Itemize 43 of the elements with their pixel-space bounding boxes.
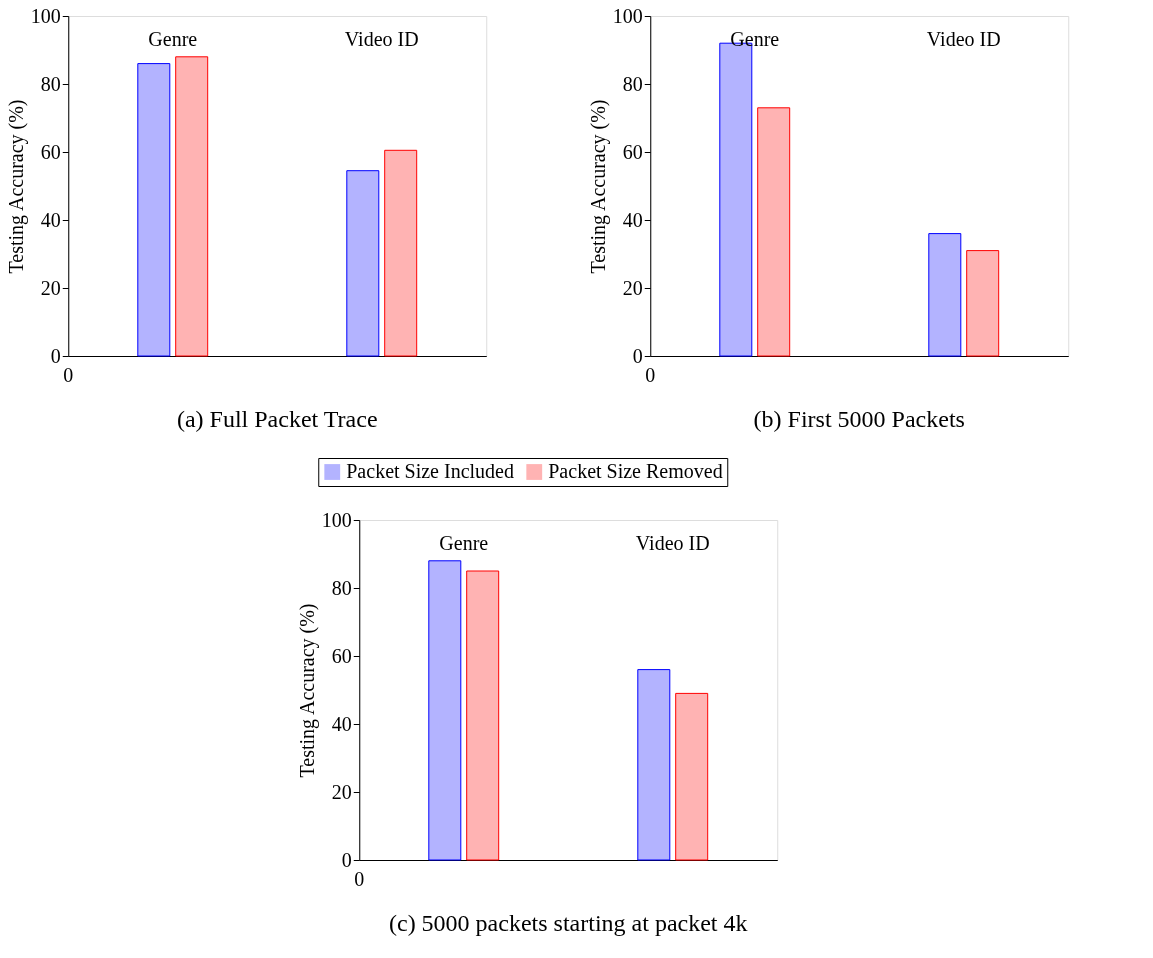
- x-tick-label: Genre: [730, 28, 780, 50]
- bar: [346, 170, 380, 357]
- x-tick-label: Genre: [148, 28, 198, 50]
- legend-label: Packet Size Removed: [548, 460, 723, 482]
- bar: [675, 692, 709, 861]
- x-tick-label: Genre: [439, 532, 489, 554]
- y-tick-label: 40: [40, 208, 61, 231]
- x-tick-label: Video ID: [344, 28, 419, 50]
- y-tick-label: 60: [622, 140, 643, 163]
- y-tick-label: 60: [331, 644, 352, 667]
- y-tick-label: 80: [622, 72, 643, 95]
- y-tick-label: 20: [622, 276, 643, 299]
- bar: [175, 56, 209, 357]
- y-axis-title: Testing Accuracy (%): [586, 99, 610, 274]
- bar: [384, 149, 418, 357]
- bar: [137, 63, 171, 357]
- bar: [966, 250, 1000, 357]
- bar: [466, 570, 500, 861]
- y-tick-label: 100: [321, 508, 352, 531]
- legend-label: Packet Size Included: [346, 460, 514, 482]
- y-tick-label: 80: [331, 576, 352, 599]
- y-tick-label: 0: [632, 344, 643, 367]
- x-tick-label: Video ID: [926, 28, 1001, 50]
- x-tick-label: Video ID: [635, 532, 710, 554]
- y-tick-label: 0: [50, 344, 61, 367]
- text: (a) Full Packet Trace: [176, 406, 378, 432]
- y-tick-label: 60: [40, 140, 61, 163]
- y-axis-title: Testing Accuracy (%): [295, 603, 319, 778]
- text: (b) First 5000 Packets: [753, 406, 965, 432]
- y-tick-label: 0: [341, 848, 352, 871]
- y-tick-label: 40: [331, 712, 352, 735]
- y-tick-label: 100: [612, 4, 643, 27]
- y-axis-title: Testing Accuracy (%): [4, 99, 28, 274]
- y-tick-label: 80: [40, 72, 61, 95]
- bar: [928, 233, 962, 357]
- text: (c) 5000 packets starting at packet 4k: [388, 910, 748, 936]
- y-tick-label: 20: [40, 276, 61, 299]
- bar: [637, 669, 671, 861]
- y-tick-label: 100: [30, 4, 61, 27]
- y-tick-label: 40: [622, 208, 643, 231]
- y-tick-label: 20: [331, 780, 352, 803]
- bar: [428, 560, 462, 861]
- bar: [757, 107, 791, 357]
